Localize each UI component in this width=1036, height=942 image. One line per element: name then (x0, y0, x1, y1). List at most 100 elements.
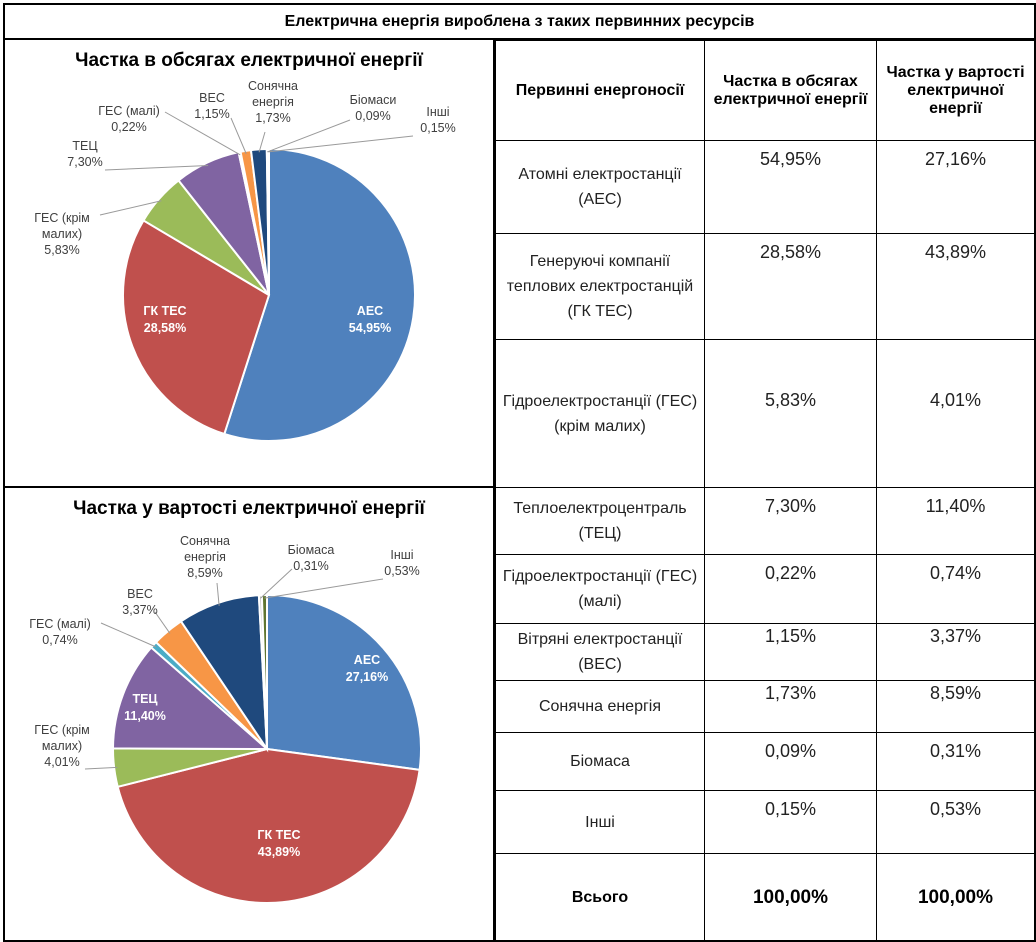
row-name: Гідроелектростанції (ГЕС) (малі) (495, 554, 705, 624)
slice-label-other: Інші (426, 105, 449, 119)
slice-value-biomass: 0,09% (355, 109, 390, 123)
slice-label-ges_big: ГЕС (крім (34, 211, 90, 225)
header-volume-share: Частка в обсягах електричної енергії (704, 40, 877, 141)
table-row: Біомаса 0,09% 0,31% (495, 732, 1035, 791)
table-header-row: Первинні енергоносії Частка в обсягах ел… (495, 40, 1035, 141)
row-name: Генеруючі компанії теплових електростанц… (495, 233, 705, 340)
leader-line-solar (258, 131, 266, 153)
slice-label-ges_small: ГЕС (малі) (29, 617, 91, 631)
row-name: Біомаса (495, 732, 705, 791)
row-cost: 0,74% (876, 554, 1035, 624)
row-cost: 43,89% (876, 233, 1035, 340)
pie-slice-aes (223, 147, 416, 442)
pie-slice-other (266, 147, 270, 296)
slice-value-gktes: 43,89% (258, 845, 300, 859)
pie-cost-svg: АЕС 27,16% ГК ТЕС 43,89% ГЕС (крім малих) 4,01… (29, 534, 422, 904)
slice-label-tets: ТЕЦ (72, 139, 98, 153)
slice-label-solar: Сонячна (180, 534, 230, 548)
table-row: Теплоелектроцентраль (ТЕЦ) 7,30% 11,40% (495, 487, 1035, 555)
row-volume: 54,95% (704, 140, 877, 234)
page-frame: Електрична енергія вироблена з таких пер… (3, 3, 1036, 942)
leader-line-ges_big (84, 766, 118, 770)
slice-label-ges_small: ГЕС (малі) (98, 104, 160, 118)
slice-label-biomass: Біомаса (288, 543, 335, 557)
leader-line-other (268, 135, 414, 153)
slice-value-ges_big: 4,01% (44, 755, 79, 769)
pie-slice-solar (179, 594, 269, 753)
slice-value-other: 0,53% (384, 564, 419, 578)
chart-title-volume: Частка в обсягах електричної енергії (75, 50, 423, 71)
row-volume: 0,15% (704, 790, 877, 854)
table-row: Гідроелектростанції (ГЕС) (малі) 0,22% 0… (495, 554, 1035, 624)
page-title: Електрична енергія вироблена з таких пер… (5, 5, 1034, 40)
slice-value-solar: 8,59% (187, 566, 222, 580)
slice-label-ges_big: малих) (42, 739, 82, 753)
slice-label-gktes: ГК ТЕС (257, 828, 300, 842)
slice-label-solar: енергія (184, 550, 226, 564)
row-name: Сонячна енергія (495, 680, 705, 733)
leader-line-ves (230, 117, 247, 154)
slice-label-gktes: ГК ТЕС (143, 304, 186, 318)
chart-title-cost: Частка у вартості електричної енергії (73, 498, 425, 519)
row-volume: 28,58% (704, 233, 877, 340)
row-cost: 27,16% (876, 140, 1035, 234)
row-cost: 8,59% (876, 680, 1035, 733)
table-row: Вітряні електростанції (ВЕС) 1,15% 3,37% (495, 623, 1035, 681)
slice-label-ves: ВЕС (127, 587, 153, 601)
row-name: Гідроелектростанції (ГЕС) (крім малих) (495, 339, 705, 488)
pie-slice-aes (266, 593, 422, 771)
table-total-row: Всього 100,00% 100,00% (495, 853, 1035, 942)
slice-value-tets: 11,40% (124, 709, 166, 723)
row-volume: 0,09% (704, 732, 877, 791)
slice-value-ges_small: 0,74% (42, 633, 77, 647)
row-volume: 1,73% (704, 680, 877, 733)
row-cost: 0,31% (876, 732, 1035, 791)
slice-value-ges_small: 0,22% (111, 120, 146, 134)
row-cost: 11,40% (876, 487, 1035, 555)
pie-slice-tets (111, 646, 270, 751)
slice-label-tets: ТЕЦ (132, 692, 158, 706)
table-row: Сонячна енергія 1,73% 8,59% (495, 680, 1035, 733)
energy-share-table: Первинні енергоносії Частка в обсягах ел… (495, 40, 1035, 942)
leader-line-ges_small (164, 111, 241, 156)
leader-line-tets (104, 164, 209, 171)
row-name: Атомні електростанції (АЕС) (495, 140, 705, 234)
row-name: Інші (495, 790, 705, 854)
row-volume: 7,30% (704, 487, 877, 555)
pie-volume-svg: АЕС 54,95% ГК ТЕС 28,58% ГЕС (крім малих) 5,83… (34, 79, 456, 442)
pie-chart-volume: Частка в обсягах електричної енергії АЕС… (5, 40, 493, 488)
slice-label-solar: Сонячна (248, 79, 298, 93)
column-divider (493, 40, 495, 940)
slice-value-aes: 54,95% (349, 321, 391, 335)
slice-value-solar: 1,73% (255, 111, 290, 125)
slice-value-ves: 1,15% (194, 107, 229, 121)
leader-line-biomass (260, 568, 293, 599)
leader-line-biomass (267, 119, 351, 153)
slice-value-biomass: 0,31% (293, 559, 328, 573)
leader-line-ves (154, 611, 171, 634)
total-name: Всього (495, 853, 705, 942)
total-volume: 100,00% (704, 853, 877, 942)
pie-chart-cost: Частка у вартості електричної енергії АЕ… (5, 488, 493, 940)
row-cost: 0,53% (876, 790, 1035, 854)
slice-value-other: 0,15% (420, 121, 455, 135)
row-volume: 5,83% (704, 339, 877, 488)
slice-label-ges_big: ГЕС (крім (34, 723, 90, 737)
total-cost: 100,00% (876, 853, 1035, 942)
slice-value-gktes: 28,58% (144, 321, 186, 335)
slice-label-other: Інші (390, 548, 413, 562)
slice-label-solar: енергія (252, 95, 294, 109)
table-row: Атомні електростанції (АЕС) 54,95% 27,16… (495, 140, 1035, 234)
slice-label-biomass: Біомаси (350, 93, 397, 107)
header-cost-share: Частка у вартості електричної енергії (876, 40, 1035, 141)
row-volume: 0,22% (704, 554, 877, 624)
slice-value-ves: 3,37% (122, 603, 157, 617)
slice-label-ges_big: малих) (42, 227, 82, 241)
slice-label-ves: ВЕС (199, 91, 225, 105)
table-row: Інші 0,15% 0,53% (495, 790, 1035, 854)
leader-line-solar (216, 582, 220, 606)
table-row: Гідроелектростанції (ГЕС) (крім малих) 5… (495, 339, 1035, 488)
pie-slice-gktes (116, 747, 421, 904)
row-volume: 1,15% (704, 623, 877, 681)
slice-value-ges_big: 5,83% (44, 243, 79, 257)
